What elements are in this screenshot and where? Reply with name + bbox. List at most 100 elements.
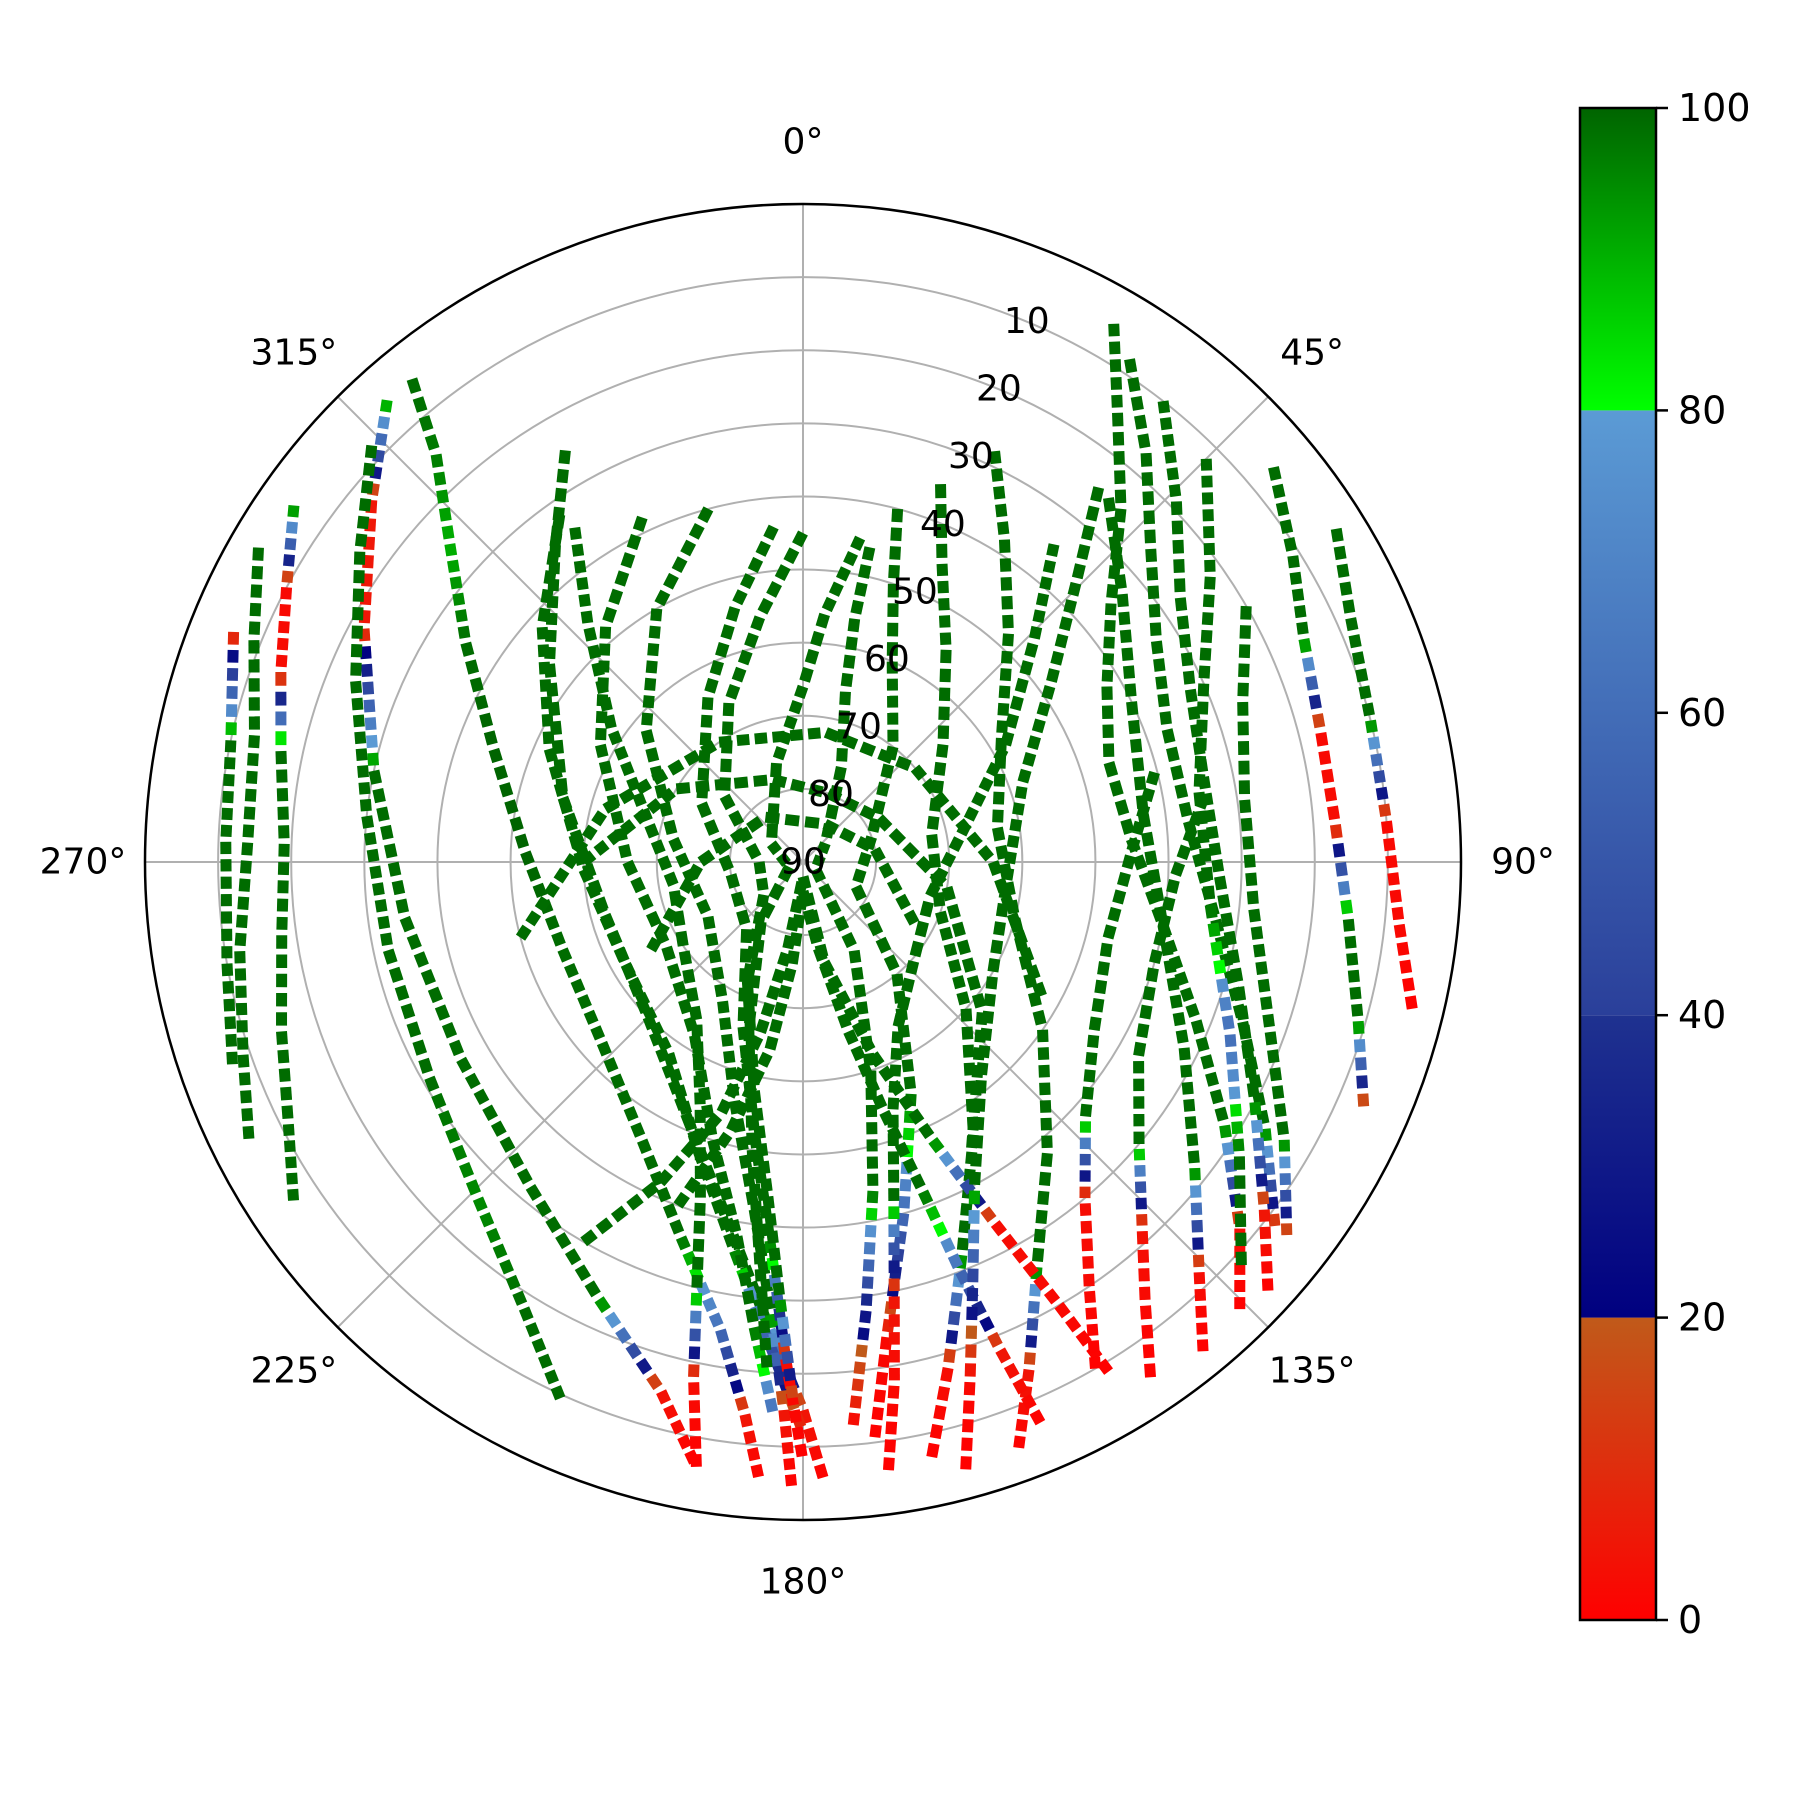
track-16-segment xyxy=(1289,571,1303,585)
track-28-segment xyxy=(914,920,929,938)
radial-tick-label: 20 xyxy=(976,369,1022,410)
track-12-segment xyxy=(766,840,782,856)
track-8-segment xyxy=(602,606,617,624)
track-31-segment xyxy=(1080,1220,1093,1234)
track-2-segment xyxy=(394,984,410,1002)
track-32-segment xyxy=(967,1117,980,1131)
track-11-segment xyxy=(725,683,741,700)
track-21-segment xyxy=(860,1293,873,1307)
track-5-segment xyxy=(223,998,236,1012)
track-8-segment xyxy=(731,1235,745,1251)
track-30-segment xyxy=(1139,1004,1153,1020)
track-10-segment xyxy=(791,1426,805,1441)
track-26-segment xyxy=(1022,1260,1039,1278)
track-7-segment xyxy=(549,532,563,548)
track-22-segment xyxy=(1186,1133,1199,1147)
track-23-segment xyxy=(1204,903,1218,919)
track-16-segment xyxy=(1344,935,1357,949)
track-13-segment xyxy=(1103,761,1119,778)
track-28-segment xyxy=(909,940,924,958)
track-27-segment xyxy=(608,730,623,746)
track-8-segment xyxy=(745,1308,759,1323)
track-20-segment xyxy=(851,884,867,902)
track-33-segment xyxy=(895,755,912,771)
track-19-segment xyxy=(963,1062,976,1076)
track-32-segment xyxy=(633,808,650,825)
track-15-segment xyxy=(1255,1173,1268,1187)
track-22-segment xyxy=(1124,683,1137,697)
track-26-segment xyxy=(1075,1330,1092,1347)
track-25-segment xyxy=(726,1116,742,1133)
track-26-segment xyxy=(782,934,796,950)
track-29-segment xyxy=(1081,524,1095,541)
track-7-segment xyxy=(543,570,557,585)
track-9-segment xyxy=(648,625,661,639)
track-21-segment xyxy=(811,854,826,868)
track-0-segment xyxy=(729,1379,744,1395)
track-26-segment xyxy=(918,1122,935,1140)
track-3-segment xyxy=(279,603,291,617)
track-31-segment xyxy=(1089,1356,1101,1369)
track-19-segment xyxy=(933,1404,947,1421)
track-33-segment xyxy=(700,740,718,757)
track-32-segment xyxy=(646,798,663,815)
track-9-segment xyxy=(735,1136,749,1151)
track-11-segment xyxy=(783,1367,797,1382)
track-1-segment xyxy=(574,1264,592,1282)
track-9-segment xyxy=(723,1050,736,1064)
track-15-segment xyxy=(1208,842,1222,856)
track-13-segment xyxy=(1103,636,1115,649)
track-15-segment xyxy=(1184,688,1198,703)
track-10-segment xyxy=(696,801,712,819)
track-1-segment xyxy=(545,1216,562,1234)
track-24-segment xyxy=(1267,1049,1280,1064)
track-13-segment xyxy=(1190,1019,1205,1035)
track-2-segment xyxy=(352,714,365,728)
track-1-segment xyxy=(420,968,436,986)
track-29-segment xyxy=(1050,650,1065,666)
track-26-segment xyxy=(740,1050,756,1067)
track-22-segment xyxy=(1121,647,1134,661)
track-0-segment xyxy=(457,625,471,639)
track-1-segment xyxy=(441,1022,458,1039)
track-25-segment xyxy=(894,1141,911,1158)
track-0-segment xyxy=(455,609,468,623)
track-13-segment xyxy=(1109,359,1122,373)
track-2-segment xyxy=(492,1243,508,1259)
track-17-segment xyxy=(1383,837,1396,852)
track-28-segment xyxy=(1024,642,1039,658)
track-9-segment xyxy=(647,643,660,657)
track-0-segment xyxy=(577,994,592,1010)
track-32-segment xyxy=(808,783,824,798)
track-26-segment xyxy=(724,1082,740,1099)
track-22-segment xyxy=(1196,1339,1209,1352)
track-6-segment xyxy=(554,487,567,503)
track-2-segment xyxy=(505,1274,521,1291)
track-12-segment xyxy=(758,1320,771,1334)
colorbar-tick-label: 60 xyxy=(1678,691,1726,735)
track-9-segment xyxy=(642,695,655,709)
track-32-segment xyxy=(733,776,749,789)
track-18-segment xyxy=(1035,1209,1048,1225)
track-2-segment xyxy=(362,462,376,477)
track-7-segment xyxy=(723,1232,738,1248)
track-17-segment xyxy=(1348,634,1362,649)
track-11-segment xyxy=(756,893,770,909)
track-2-segment xyxy=(359,798,372,812)
track-21-segment xyxy=(818,883,834,900)
track-4-segment xyxy=(251,565,264,580)
track-18-segment xyxy=(1025,1335,1038,1348)
track-26-segment xyxy=(835,990,852,1007)
track-26-segment xyxy=(656,1169,674,1187)
track-4-segment xyxy=(241,842,254,856)
track-9-segment xyxy=(742,1172,756,1187)
track-7-segment xyxy=(668,1068,683,1083)
track-26-segment xyxy=(851,1021,868,1037)
track-16-segment xyxy=(1305,675,1319,691)
track-9-segment xyxy=(644,677,657,691)
track-0-segment xyxy=(460,641,475,657)
track-6-segment xyxy=(545,612,558,626)
track-0-segment xyxy=(596,1040,612,1057)
track-28-segment xyxy=(888,1080,901,1094)
